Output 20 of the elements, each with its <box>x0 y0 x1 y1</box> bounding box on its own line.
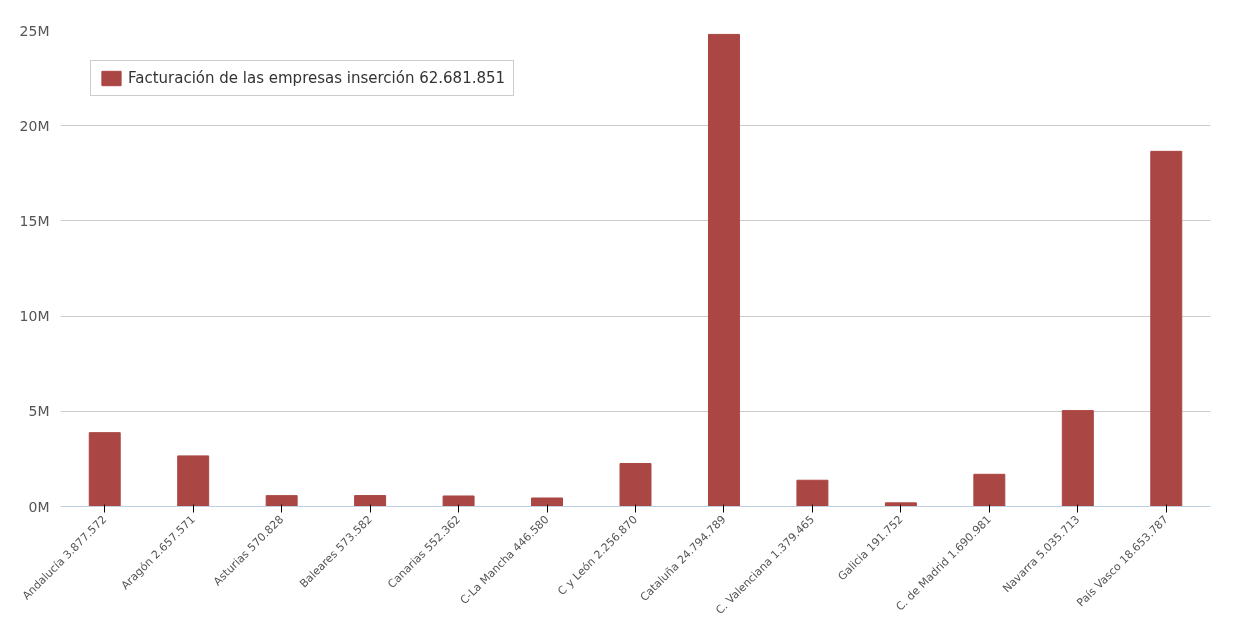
bar <box>88 432 121 507</box>
bar <box>354 495 387 507</box>
y-tick-label: 20M <box>19 117 50 134</box>
bar <box>177 455 210 507</box>
bar <box>884 502 917 507</box>
y-tick-label: 15M <box>19 212 50 229</box>
y-tick-label: 5M <box>28 403 50 420</box>
y-tick-label: 10M <box>19 308 50 325</box>
y-tick-label: 25M <box>19 22 50 39</box>
bar <box>619 463 652 507</box>
bar <box>1150 150 1183 507</box>
bar <box>707 33 740 507</box>
bar <box>442 495 475 507</box>
bar <box>1061 410 1094 507</box>
bar <box>973 473 1006 507</box>
y-tick-label: 0M <box>28 498 50 515</box>
bar <box>531 497 564 507</box>
legend-label: Facturación de las empresas inserción 62.681.851 <box>128 69 506 87</box>
bar <box>796 479 829 507</box>
bar <box>265 495 298 507</box>
